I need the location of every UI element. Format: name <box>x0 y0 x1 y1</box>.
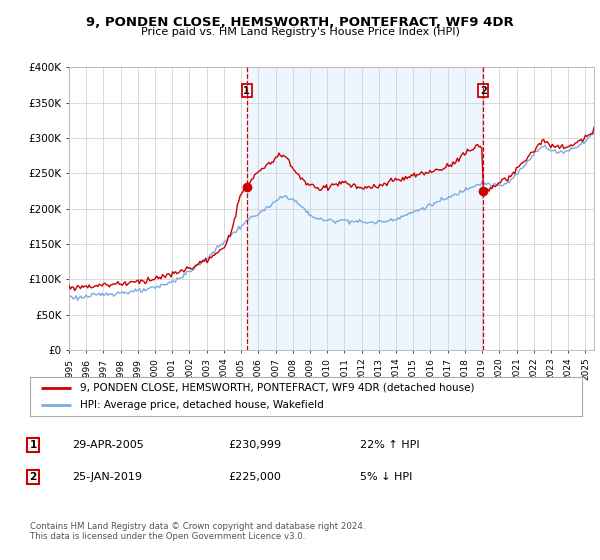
Text: HPI: Average price, detached house, Wakefield: HPI: Average price, detached house, Wake… <box>80 400 323 410</box>
Text: Contains HM Land Registry data © Crown copyright and database right 2024.
This d: Contains HM Land Registry data © Crown c… <box>30 522 365 542</box>
Text: £225,000: £225,000 <box>228 472 281 482</box>
Text: 9, PONDEN CLOSE, HEMSWORTH, PONTEFRACT, WF9 4DR: 9, PONDEN CLOSE, HEMSWORTH, PONTEFRACT, … <box>86 16 514 29</box>
Text: 29-APR-2005: 29-APR-2005 <box>72 440 144 450</box>
Text: 22% ↑ HPI: 22% ↑ HPI <box>360 440 419 450</box>
Text: 5% ↓ HPI: 5% ↓ HPI <box>360 472 412 482</box>
Text: 9, PONDEN CLOSE, HEMSWORTH, PONTEFRACT, WF9 4DR (detached house): 9, PONDEN CLOSE, HEMSWORTH, PONTEFRACT, … <box>80 382 474 393</box>
Text: 1: 1 <box>244 86 250 96</box>
Text: Price paid vs. HM Land Registry's House Price Index (HPI): Price paid vs. HM Land Registry's House … <box>140 27 460 37</box>
Text: £230,999: £230,999 <box>228 440 281 450</box>
Text: 2: 2 <box>480 86 487 96</box>
Text: 25-JAN-2019: 25-JAN-2019 <box>72 472 142 482</box>
Text: 2: 2 <box>29 472 37 482</box>
Text: 1: 1 <box>29 440 37 450</box>
